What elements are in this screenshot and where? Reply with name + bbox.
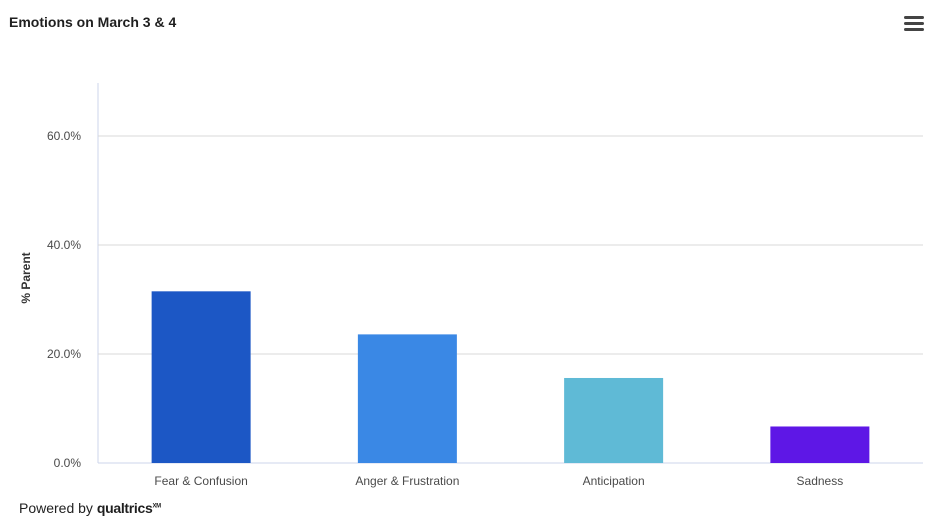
qualtrics-logo[interactable]: qualtricsXM bbox=[97, 500, 161, 516]
bar-anticipation[interactable] bbox=[564, 377, 664, 463]
bar-sadness[interactable] bbox=[770, 426, 870, 463]
x-tick-label: Fear & Confusion bbox=[154, 474, 247, 488]
chart-title: Emotions on March 3 & 4 bbox=[9, 14, 177, 30]
brand-mark: XM bbox=[152, 503, 161, 510]
x-tick-label: Anticipation bbox=[583, 474, 645, 488]
menu-line bbox=[904, 28, 924, 31]
bar-anger-frustration[interactable] bbox=[357, 334, 457, 463]
x-tick-label: Sadness bbox=[797, 474, 844, 488]
bar-fear-confusion[interactable] bbox=[151, 291, 251, 463]
menu-line bbox=[904, 22, 924, 25]
hamburger-menu-icon[interactable] bbox=[904, 16, 924, 32]
menu-line bbox=[904, 16, 924, 19]
y-axis-ticks: 0.0% 20.0% 40.0% 60.0% bbox=[47, 129, 81, 470]
y-tick-label: 20.0% bbox=[47, 347, 81, 361]
y-tick-label: 40.0% bbox=[47, 238, 81, 252]
powered-by-text: Powered by bbox=[19, 500, 93, 516]
brand-name: qualtrics bbox=[96, 500, 153, 516]
y-tick-label: 0.0% bbox=[54, 456, 82, 470]
bars bbox=[151, 291, 870, 463]
y-axis-label: % Parent bbox=[19, 252, 33, 303]
y-tick-label: 60.0% bbox=[47, 129, 81, 143]
x-axis-ticks: Fear & Confusion Anger & Frustration Antic… bbox=[154, 474, 843, 488]
powered-by-footer: Powered by qualtricsXM bbox=[19, 500, 161, 516]
x-tick-label: Anger & Frustration bbox=[355, 474, 459, 488]
